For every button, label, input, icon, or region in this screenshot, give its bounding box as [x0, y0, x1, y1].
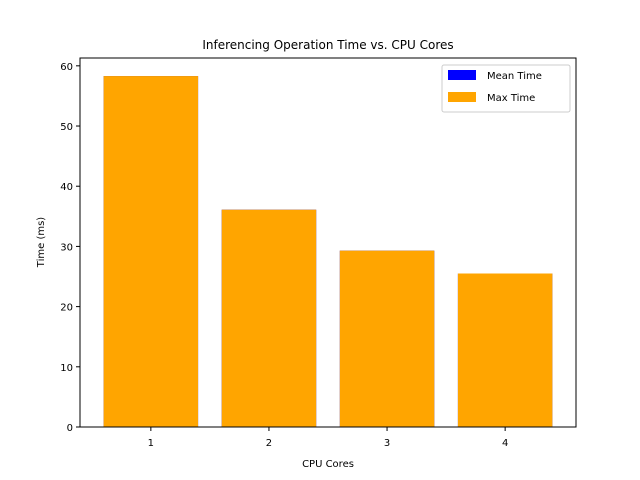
- x-tick-label: 3: [384, 438, 390, 449]
- legend-swatch-mean-time: [448, 70, 476, 80]
- x-axis-label: CPU Cores: [302, 459, 354, 470]
- chart-title: Inferencing Operation Time vs. CPU Cores: [202, 38, 453, 52]
- y-tick-label: 50: [60, 122, 73, 133]
- legend-label-mean-time: Mean Time: [487, 71, 542, 82]
- y-axis-label: Time (ms): [36, 217, 47, 269]
- bar-max-time-4: [457, 273, 553, 427]
- y-axis: 0 10 20 30 40 50 60: [60, 62, 80, 434]
- plot-frame: [79, 57, 577, 428]
- y-tick-label: 40: [60, 182, 73, 193]
- legend-swatch-max-time: [448, 92, 476, 102]
- y-tick-label: 20: [60, 303, 73, 314]
- x-tick-label: 4: [502, 438, 508, 449]
- x-tick-label: 1: [148, 438, 154, 449]
- bars-group: [103, 76, 553, 427]
- x-tick-label: 2: [266, 438, 272, 449]
- y-tick-label: 30: [60, 242, 73, 253]
- bar-max-time-2: [221, 209, 317, 427]
- bar-max-time-1: [103, 76, 199, 427]
- y-tick-label: 60: [60, 62, 73, 73]
- y-tick-label: 10: [60, 363, 73, 374]
- bar-max-time-3: [339, 250, 435, 427]
- legend: Mean Time Max Time: [441, 64, 571, 113]
- legend-label-max-time: Max Time: [487, 93, 535, 104]
- x-axis: 1 2 3 4: [148, 427, 508, 449]
- y-tick-label: 0: [67, 423, 73, 434]
